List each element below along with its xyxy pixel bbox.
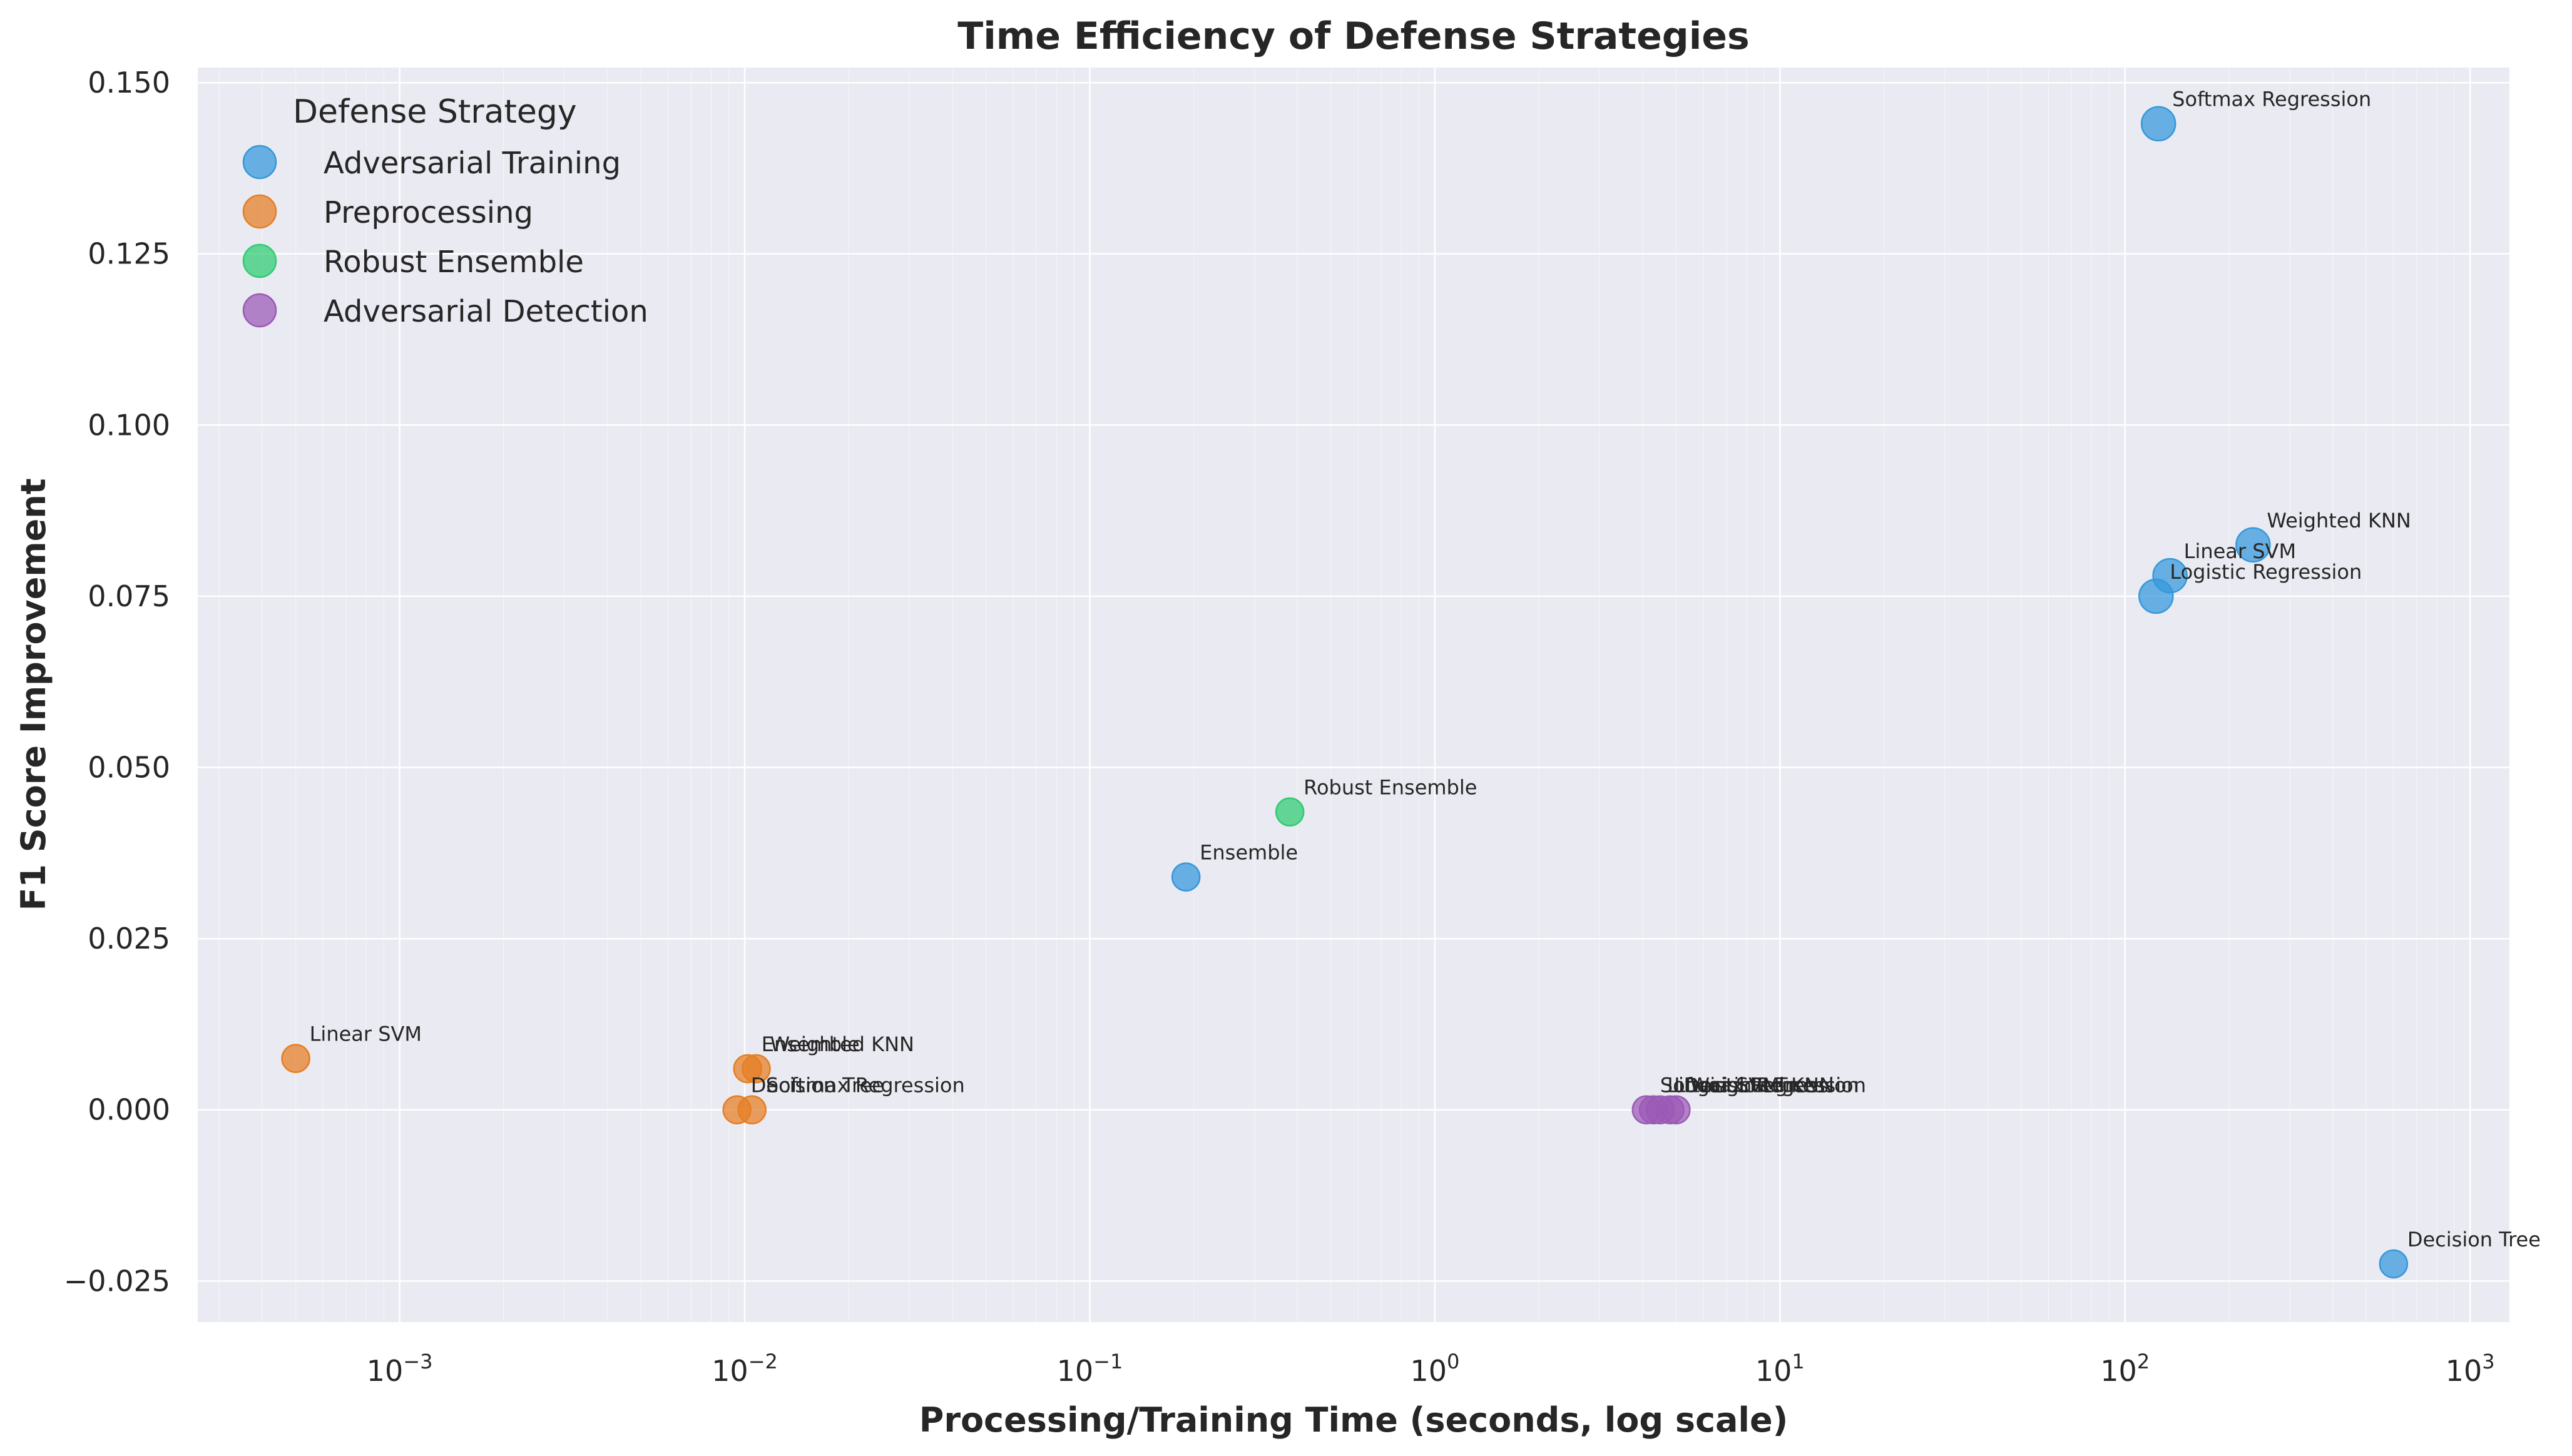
data-point-label: Weighted KNN bbox=[2267, 509, 2411, 532]
data-point-label: Ensemble bbox=[762, 1032, 860, 1056]
x-tick-label: 10−2 bbox=[712, 1350, 778, 1388]
x-tick-label: 101 bbox=[1755, 1350, 1805, 1388]
data-point-label: Decision Tree bbox=[1684, 1074, 1817, 1097]
data-point-label: Decision Tree bbox=[2407, 1228, 2541, 1251]
legend-marker bbox=[242, 293, 277, 328]
data-point bbox=[737, 1095, 767, 1124]
legend-label: Adversarial Detection bbox=[324, 294, 648, 329]
data-point-label: Linear SVM bbox=[2184, 539, 2296, 563]
y-axis-title: F1 Score Improvement bbox=[14, 478, 53, 910]
y-tick-label: 0.075 bbox=[88, 579, 170, 613]
data-point-label: Linear SVM bbox=[310, 1022, 422, 1046]
data-point bbox=[2138, 578, 2174, 614]
y-tick-label: 0.000 bbox=[88, 1093, 170, 1127]
data-point-label: Robust Ensemble bbox=[1304, 776, 1477, 800]
y-tick-label: −0.025 bbox=[64, 1264, 170, 1298]
legend-marker bbox=[242, 243, 277, 278]
data-point-label: Logistic Regression bbox=[2170, 560, 2362, 584]
legend-marker bbox=[242, 194, 277, 229]
data-point-label: Weighted KNN bbox=[770, 1032, 914, 1056]
x-tick-label: 10−1 bbox=[1057, 1350, 1123, 1388]
legend-label: Preprocessing bbox=[324, 195, 533, 230]
legend-label: Robust Ensemble bbox=[324, 245, 584, 280]
data-point bbox=[2235, 527, 2271, 563]
y-tick-label: 0.050 bbox=[88, 751, 170, 785]
data-point bbox=[1171, 862, 1201, 892]
data-point-label: Weighted KNN bbox=[1690, 1074, 1834, 1097]
data-point-label: Softmax Regression bbox=[1660, 1074, 1859, 1097]
y-tick-label: 0.150 bbox=[88, 66, 170, 99]
grid-lines bbox=[198, 68, 2509, 1322]
x-tick-label: 102 bbox=[2100, 1350, 2150, 1388]
data-point-label: Softmax Regression bbox=[2172, 88, 2371, 111]
x-tick-label: 103 bbox=[2446, 1350, 2495, 1388]
data-point bbox=[281, 1044, 310, 1073]
y-tick-label: 0.025 bbox=[88, 922, 170, 955]
chart-title: Time Efficiency of Defense Strategies bbox=[957, 14, 1749, 58]
data-point bbox=[1661, 1095, 1691, 1124]
data-point-label: Softmax Regression bbox=[766, 1074, 965, 1097]
legend-title: Defense Strategy bbox=[293, 93, 577, 131]
legend-marker bbox=[242, 145, 277, 180]
legend: Defense Strategy Adversarial Training Pre… bbox=[242, 93, 648, 329]
data-point bbox=[1275, 797, 1305, 827]
x-axis-title: Processing/Training Time (seconds, log s… bbox=[919, 1400, 1789, 1440]
data-point bbox=[742, 1054, 771, 1084]
data-point bbox=[2379, 1249, 2409, 1279]
y-tick-label: 0.100 bbox=[88, 408, 170, 442]
data-point-label: Decision Tree bbox=[751, 1074, 884, 1097]
y-tick-label: 0.125 bbox=[88, 237, 170, 271]
x-tick-label: 100 bbox=[1410, 1350, 1459, 1388]
data-point bbox=[2140, 106, 2177, 141]
x-tick-label: 10−3 bbox=[367, 1350, 433, 1388]
data-points bbox=[281, 106, 2409, 1279]
data-point-label: Ensemble bbox=[1200, 841, 1298, 865]
data-point-label: Logistic Regression bbox=[1674, 1074, 1866, 1097]
legend-label: Adversarial Training bbox=[324, 146, 621, 181]
plot-area bbox=[198, 68, 2509, 1322]
tick-labels: 10−3 10−2 10−1 100 101 102 103 −0.025 0.000 0.025… bbox=[64, 66, 2495, 1388]
data-point-label: Linear SVM bbox=[1667, 1074, 1779, 1097]
